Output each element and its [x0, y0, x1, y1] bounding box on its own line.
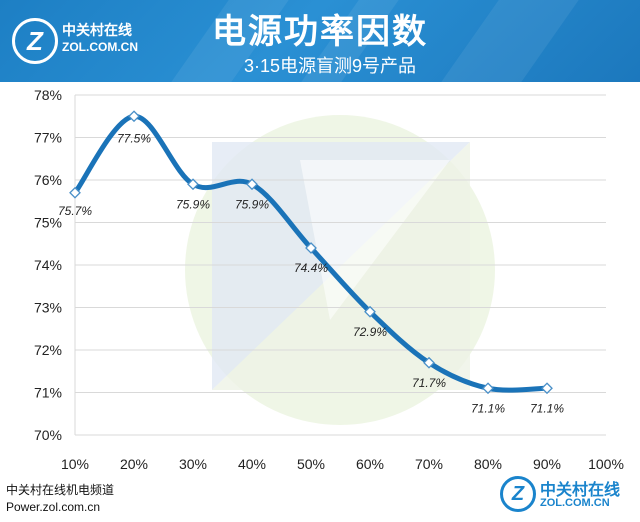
gridlines — [74, 94, 606, 436]
data-label: 75.9% — [176, 197, 210, 211]
y-tick-label: 77% — [34, 130, 62, 146]
data-label: 74.4% — [294, 261, 328, 275]
footer-zol-logo-en: ZOL.COM.CN — [540, 497, 610, 509]
series-markers — [69, 110, 553, 395]
y-tick-label: 74% — [34, 257, 62, 273]
data-labels: 75.7% 77.5% 75.9% 75.9% 74.4% 72.9% 71.7% 71.1%… — [58, 131, 564, 415]
x-tick-label: 80% — [474, 456, 502, 472]
footer-zol-logo-cn: 中关村在线 — [540, 482, 621, 499]
title-banner: Z 中关村在线 ZOL.COM.CN 电源功率因数 3·15电源盲测9号产品 — [0, 0, 640, 82]
data-point-marker — [364, 305, 376, 318]
x-tick-label: 30% — [179, 456, 207, 472]
footer-zol-logo: Z 中关村在线 ZOL.COM.CN — [500, 474, 636, 518]
y-tick-label: 72% — [34, 342, 62, 358]
data-label: 71.1% — [530, 401, 564, 415]
x-tick-label: 60% — [356, 456, 384, 472]
data-point-marker — [187, 178, 199, 191]
x-tick-label: 90% — [533, 456, 561, 472]
zol-logo-cn: 中关村在线 — [62, 22, 132, 38]
footer-channel-name: 中关村在线机电频道 — [6, 483, 115, 497]
y-tick-label: 78% — [34, 87, 62, 103]
zol-logo: Z 中关村在线 ZOL.COM.CN — [12, 18, 142, 64]
zol-logo-icon: Z — [12, 18, 58, 64]
x-tick-label: 100% — [588, 456, 624, 472]
x-tick-label: 10% — [61, 456, 89, 472]
x-tick-label: 20% — [120, 456, 148, 472]
data-label: 75.7% — [58, 204, 92, 218]
y-tick-label: 75% — [34, 215, 62, 231]
x-tick-label: 70% — [415, 456, 443, 472]
chart-title: 电源功率因数 — [212, 13, 428, 51]
y-tick-label: 76% — [34, 172, 62, 188]
data-point-marker — [246, 178, 258, 191]
x-tick-label: 40% — [238, 456, 266, 472]
data-label: 75.9% — [235, 197, 269, 211]
data-point-marker — [423, 356, 435, 369]
y-tick-label: 70% — [34, 427, 62, 443]
zol-logo-en: ZOL.COM.CN — [62, 40, 138, 54]
footer-url: Power.zol.com.cn — [6, 500, 101, 514]
data-point-marker — [305, 242, 317, 254]
data-label: 72.9% — [353, 325, 387, 339]
y-axis-ticks: 70% 71% 72% 73% 74% 75% 76% 77% 78% — [34, 87, 62, 443]
footer-zol-logo-icon: Z — [500, 476, 536, 512]
series-line — [72, 113, 550, 393]
data-point-marker — [128, 110, 140, 123]
data-point-marker — [541, 382, 553, 395]
y-tick-label: 71% — [34, 385, 62, 401]
data-point-marker — [69, 186, 81, 199]
data-point-marker — [482, 382, 494, 395]
x-axis-ticks: 10% 20% 30% 40% 50% 60% 70% 80% 90% 100% — [61, 456, 624, 472]
watermark — [185, 115, 495, 425]
x-tick-label: 50% — [297, 456, 325, 472]
data-label: 71.7% — [412, 376, 446, 390]
y-tick-label: 73% — [34, 300, 62, 316]
line-chart: 70% 71% 72% 73% 74% 75% 76% 77% 78% 10% 20% 30% 40%… — [34, 87, 624, 472]
chart-subtitle: 3·15电源盲测9号产品 — [243, 56, 417, 76]
data-label: 71.1% — [471, 401, 505, 415]
data-label: 77.5% — [117, 131, 151, 145]
